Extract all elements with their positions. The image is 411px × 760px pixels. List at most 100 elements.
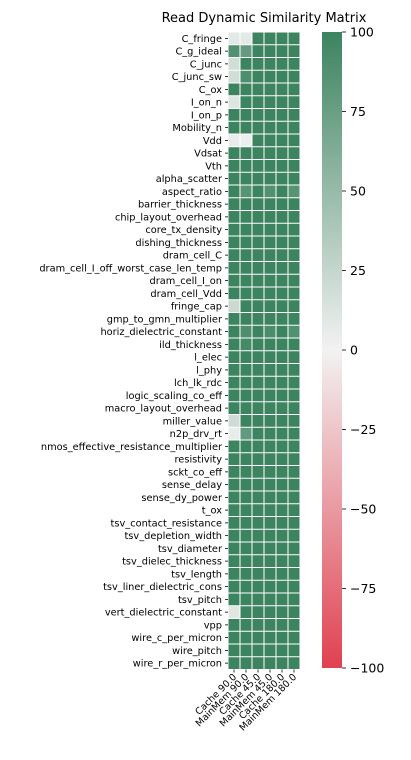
heatmap-cell <box>252 415 264 427</box>
heatmap-cell <box>228 236 240 249</box>
y-tick-label: C_junc_sw <box>172 72 222 83</box>
heatmap-cell <box>252 580 264 593</box>
heatmap-cell <box>240 147 252 159</box>
heatmap-cell <box>276 529 288 542</box>
heatmap-cell <box>276 351 288 363</box>
heatmap-cell <box>252 453 264 465</box>
heatmap-cell <box>288 657 300 669</box>
heatmap-cell <box>252 274 264 287</box>
heatmap-cell <box>264 172 276 185</box>
heatmap-cell <box>264 568 276 580</box>
heatmap-cell <box>264 249 276 261</box>
heatmap-cell <box>264 427 276 440</box>
heatmap-cell <box>288 83 300 96</box>
heatmap-cell <box>288 466 300 478</box>
heatmap-cell <box>228 300 240 312</box>
colorbar-tick-label: 25 <box>350 263 366 278</box>
y-tick-label: wire_c_per_micron <box>131 633 222 644</box>
heatmap-cell <box>240 58 252 70</box>
y-tick-label: tsv_length <box>171 569 222 580</box>
heatmap-cell <box>288 376 300 389</box>
heatmap-cell <box>264 619 276 631</box>
heatmap-cell <box>276 364 288 376</box>
y-tick-label: sckt_co_eff <box>168 467 222 478</box>
heatmap-cell <box>252 134 264 147</box>
heatmap-cell <box>288 402 300 414</box>
heatmap-cell <box>264 274 276 287</box>
heatmap-cell <box>288 338 300 351</box>
heatmap-cell <box>288 45 300 57</box>
heatmap-cell <box>228 172 240 185</box>
heatmap-cell <box>228 568 240 580</box>
heatmap-cell <box>276 300 288 312</box>
heatmap-cell <box>240 223 252 236</box>
heatmap-cell <box>264 185 276 198</box>
y-tick-label: macro_layout_overhead <box>105 404 222 415</box>
heatmap-cell <box>240 300 252 312</box>
heatmap-cell <box>288 223 300 236</box>
heatmap-cell <box>240 542 252 555</box>
heatmap-cell <box>228 313 240 325</box>
heatmap-cell <box>240 121 252 134</box>
heatmap-cell <box>240 440 252 453</box>
heatmap-cell <box>240 249 252 261</box>
heatmap-cell <box>288 529 300 542</box>
heatmap-cell <box>228 542 240 555</box>
heatmap-cell <box>276 440 288 453</box>
heatmap-cell <box>288 134 300 147</box>
heatmap-cell <box>240 389 252 402</box>
y-tick-label: vert_dielectric_constant <box>105 608 222 619</box>
heatmap-cell <box>252 70 264 83</box>
heatmap-cell <box>252 364 264 376</box>
heatmap-cell <box>288 427 300 440</box>
heatmap-cell <box>252 351 264 363</box>
heatmap-cell <box>276 631 288 644</box>
heatmap-cell <box>276 466 288 478</box>
heatmap-cell <box>240 657 252 669</box>
heatmap-cell <box>252 58 264 70</box>
heatmap-cell <box>228 631 240 644</box>
heatmap-cell <box>240 466 252 478</box>
colorbar-gradient <box>322 32 342 668</box>
heatmap-cell <box>228 287 240 300</box>
y-tick-label: chip_layout_overhead <box>115 212 222 223</box>
y-tick-label: sense_delay <box>162 480 222 491</box>
heatmap-cell <box>228 593 240 606</box>
heatmap-cell <box>264 58 276 70</box>
y-tick-label: dishing_thickness <box>135 238 222 249</box>
heatmap-cell <box>252 338 264 351</box>
heatmap-cell <box>252 300 264 312</box>
heatmap-cell <box>240 198 252 210</box>
heatmap-cell <box>252 32 264 45</box>
heatmap-cell <box>252 517 264 529</box>
heatmap-cell <box>252 287 264 300</box>
heatmap-cell <box>288 198 300 210</box>
colorbar-tick-label: 75 <box>350 104 366 119</box>
heatmap-cell <box>288 262 300 274</box>
heatmap-cell <box>228 262 240 274</box>
heatmap-cell <box>252 325 264 338</box>
y-tick-label: n2p_drv_rt <box>170 429 223 440</box>
colorbar-tick-label: −75 <box>350 581 376 596</box>
heatmap-cell <box>240 211 252 223</box>
heatmap-cell <box>228 109 240 121</box>
heatmap-cell <box>276 491 288 504</box>
heatmap-cell <box>252 440 264 453</box>
heatmap-cell <box>288 631 300 644</box>
heatmap-cell <box>264 542 276 555</box>
y-tick-label: aspect_ratio <box>162 187 222 198</box>
heatmap-cell <box>228 83 240 96</box>
heatmap-cell <box>252 593 264 606</box>
heatmap-cell <box>264 83 276 96</box>
heatmap-cell <box>288 185 300 198</box>
heatmap-cell <box>240 555 252 567</box>
heatmap-cell <box>264 491 276 504</box>
heatmap-cell <box>276 236 288 249</box>
heatmap-cell <box>252 657 264 669</box>
heatmap-cell <box>240 427 252 440</box>
heatmap-cell <box>276 376 288 389</box>
heatmap-cell <box>252 568 264 580</box>
y-tick-label: Mobility_n <box>172 123 222 134</box>
heatmap-cell <box>276 58 288 70</box>
